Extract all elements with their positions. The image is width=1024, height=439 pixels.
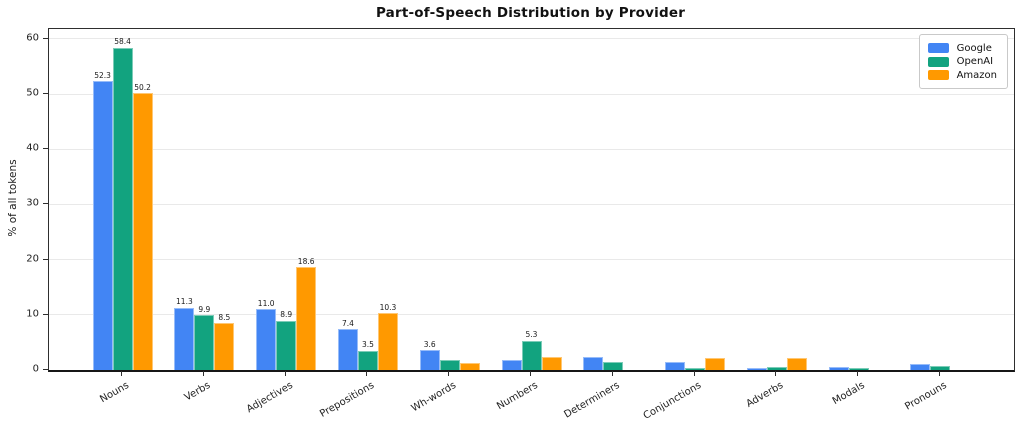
x-tick-mark-pronouns bbox=[938, 371, 940, 376]
bar-google-determiners bbox=[583, 356, 604, 370]
chart-title: Part-of-Speech Distribution by Provider bbox=[375, 5, 686, 21]
x-tick-mark-determiners bbox=[611, 371, 613, 376]
x-tick-label-pronouns: Pronouns bbox=[903, 380, 949, 413]
bar-value-label: 10.3 bbox=[379, 302, 397, 312]
bar-value-label: 58.4 bbox=[114, 37, 131, 47]
plot-area: 52.3 11.3 11.0 7.4 3.6 58.4 9.9 8.9 3.5 5.3 50.2 8.… bbox=[48, 28, 1015, 372]
gridline-50 bbox=[49, 93, 1014, 95]
x-tick-mark-numbers bbox=[530, 371, 531, 376]
bar-openai-conjunctions bbox=[685, 368, 706, 370]
legend-swatch-amazon bbox=[927, 70, 949, 80]
gridline-20 bbox=[49, 259, 1014, 261]
bar-amazon-prepositions bbox=[377, 313, 398, 370]
x-tick-label-wh-words: Wh-words bbox=[409, 380, 459, 415]
bar-openai-pronouns bbox=[930, 365, 951, 370]
bar-google-wh-words bbox=[419, 350, 440, 370]
y-tick-mark-30 bbox=[43, 203, 48, 205]
bar-google-prepositions bbox=[337, 329, 358, 370]
x-tick-mark-conjunctions bbox=[693, 371, 695, 376]
legend-item-google: Google bbox=[927, 42, 997, 54]
bar-openai-adjectives bbox=[276, 320, 297, 370]
x-tick-label-conjunctions: Conjunctions bbox=[641, 380, 704, 422]
x-tick-mark-verbs bbox=[202, 371, 204, 376]
x-tick-label-prepositions: Prepositions bbox=[318, 380, 377, 420]
gridline-40 bbox=[49, 148, 1014, 150]
bar-openai-nouns bbox=[112, 47, 133, 370]
x-tick-label-adverbs: Adverbs bbox=[744, 380, 786, 410]
bar-value-label: 52.3 bbox=[94, 70, 111, 80]
y-tick-mark-20 bbox=[43, 258, 48, 260]
legend: Google OpenAI Amazon bbox=[918, 34, 1008, 89]
bar-value-label: 3.6 bbox=[423, 339, 436, 349]
y-tick-label-60: 60 bbox=[26, 32, 39, 44]
bar-amazon-nouns bbox=[132, 93, 153, 370]
bar-value-label: 50.2 bbox=[134, 82, 151, 92]
legend-label-amazon: Amazon bbox=[956, 69, 997, 81]
bar-value-label: 7.4 bbox=[341, 318, 354, 328]
y-tick-label-50: 50 bbox=[26, 87, 39, 99]
x-tick-mark-nouns bbox=[121, 371, 123, 376]
x-tick-label-adjectives: Adjectives bbox=[244, 380, 295, 416]
y-tick-mark-50 bbox=[43, 93, 48, 95]
bar-value-label: 8.5 bbox=[218, 312, 231, 322]
bar-google-nouns bbox=[92, 81, 113, 370]
legend-item-openai: OpenAI bbox=[927, 56, 997, 67]
x-tick-mark-adverbs bbox=[775, 371, 777, 376]
bar-openai-determiners bbox=[603, 361, 624, 370]
y-tick-mark-0 bbox=[43, 369, 48, 370]
legend-swatch-google bbox=[927, 43, 949, 53]
bar-amazon-numbers bbox=[541, 357, 562, 370]
gridline-60 bbox=[49, 38, 1014, 40]
y-tick-mark-10 bbox=[43, 313, 48, 315]
bar-google-conjunctions bbox=[665, 361, 686, 370]
bar-amazon-verbs bbox=[214, 323, 235, 370]
bar-google-pronouns bbox=[910, 364, 931, 370]
bar-value-label: 5.3 bbox=[525, 330, 538, 340]
bar-amazon-wh-words bbox=[459, 363, 480, 370]
bar-value-label: 9.9 bbox=[198, 304, 211, 314]
bar-google-adverbs bbox=[746, 367, 767, 370]
gridline-30 bbox=[49, 203, 1014, 205]
bar-value-label: 18.6 bbox=[297, 256, 315, 266]
bar-openai-adverbs bbox=[766, 366, 787, 370]
y-tick-mark-60 bbox=[43, 37, 48, 39]
bar-value-label: 3.5 bbox=[361, 340, 374, 350]
gridline-10 bbox=[49, 314, 1014, 316]
legend-label-openai: OpenAI bbox=[956, 56, 994, 67]
bar-google-numbers bbox=[501, 359, 522, 370]
y-tick-label-40: 40 bbox=[26, 142, 39, 154]
y-tick-mark-40 bbox=[43, 148, 48, 150]
x-tick-label-nouns: Nouns bbox=[98, 380, 132, 406]
bar-value-label: 8.9 bbox=[280, 310, 293, 320]
bar-amazon-adjectives bbox=[296, 267, 317, 370]
bar-amazon-adverbs bbox=[786, 358, 807, 370]
bar-google-verbs bbox=[174, 307, 195, 370]
bar-openai-verbs bbox=[194, 315, 215, 370]
bar-value-label: 11.3 bbox=[176, 297, 193, 307]
bar-amazon-conjunctions bbox=[705, 357, 726, 370]
legend-item-amazon: Amazon bbox=[927, 69, 997, 81]
x-tick-mark-adjectives bbox=[284, 371, 286, 376]
x-tick-label-modals: Modals bbox=[831, 380, 868, 408]
bar-google-modals bbox=[828, 367, 849, 370]
x-tick-mark-wh-words bbox=[448, 371, 450, 376]
y-tick-label-20: 20 bbox=[26, 253, 39, 265]
bar-openai-modals bbox=[848, 367, 869, 370]
bar-openai-prepositions bbox=[357, 350, 378, 370]
y-tick-label-10: 10 bbox=[26, 308, 39, 320]
x-tick-mark-modals bbox=[857, 371, 859, 376]
bar-value-label: 11.0 bbox=[257, 298, 275, 308]
bar-openai-numbers bbox=[521, 340, 542, 370]
bar-google-adjectives bbox=[256, 309, 277, 370]
bar-openai-wh-words bbox=[439, 360, 460, 370]
x-tick-label-determiners: Determiners bbox=[562, 380, 622, 421]
x-tick-label-numbers: Numbers bbox=[495, 380, 540, 413]
x-tick-mark-prepositions bbox=[366, 371, 368, 376]
y-tick-label-30: 30 bbox=[26, 197, 39, 209]
x-tick-label-verbs: Verbs bbox=[183, 380, 213, 404]
legend-swatch-openai bbox=[927, 56, 949, 67]
legend-label-google: Google bbox=[956, 42, 992, 54]
y-tick-label-0: 0 bbox=[32, 363, 39, 375]
